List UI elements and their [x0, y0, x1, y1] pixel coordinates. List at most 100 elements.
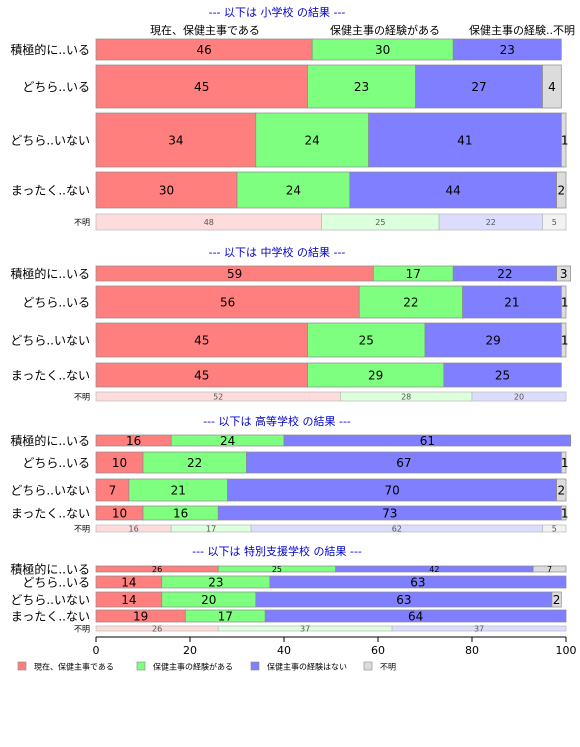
category-label: 積極的に..いる: [10, 266, 90, 281]
data-label: 48: [204, 218, 214, 227]
data-label: 16: [126, 434, 141, 448]
column-header: 保健主事の経験..不明: [469, 23, 575, 37]
data-label: 73: [382, 507, 397, 521]
data-label: 1: [561, 296, 569, 310]
bar-segment: [542, 64, 562, 109]
legend-swatch: [363, 661, 373, 671]
data-label: 22: [497, 267, 512, 281]
category-label-unknown: 不明: [74, 393, 90, 402]
bar-segment: [560, 112, 567, 168]
data-label: 24: [305, 134, 320, 148]
data-label: 64: [408, 610, 423, 624]
bar-segment: [269, 575, 567, 589]
bar-segment: [556, 478, 567, 502]
data-label: 14: [121, 576, 136, 590]
data-label: 16: [173, 507, 188, 521]
data-label: 21: [504, 296, 519, 310]
column-header: 保健主事の経験がある: [330, 23, 440, 37]
category-label: どちら..いる: [22, 456, 90, 470]
data-label: 46: [196, 43, 211, 57]
data-label: 20: [514, 393, 524, 402]
data-label: 23: [500, 43, 515, 57]
data-label: 34: [168, 134, 183, 148]
legend-label: 不明: [380, 663, 396, 672]
category-label: まったく..ない: [11, 507, 90, 521]
category-label: どちら..いない: [10, 334, 90, 348]
data-label: 7: [109, 484, 117, 498]
bar-segment: [556, 265, 572, 282]
data-label: 14: [121, 593, 136, 607]
data-label: 4: [548, 80, 556, 94]
data-label: 2: [557, 484, 565, 498]
category-label: 積極的に..いる: [10, 433, 90, 448]
data-label: 29: [486, 334, 501, 348]
data-label: 16: [129, 525, 139, 534]
data-label: 2: [557, 184, 565, 198]
data-label: 23: [354, 80, 369, 94]
data-label: 45: [194, 80, 209, 94]
bar-segment: [95, 322, 308, 358]
x-tick-label: 0: [93, 644, 100, 657]
bar-segment: [452, 38, 562, 61]
bar-segment: [255, 112, 369, 168]
bar-segment: [532, 565, 567, 573]
data-label: 17: [206, 525, 216, 534]
bar-segment: [560, 505, 567, 521]
data-label: 45: [194, 334, 209, 348]
data-label: 5: [552, 525, 557, 534]
category-label: 積極的に..いる: [10, 562, 90, 577]
category-label-unknown: 不明: [74, 218, 90, 227]
bar-segment: [349, 171, 557, 209]
data-label: 22: [187, 456, 202, 470]
bar-segment: [560, 451, 567, 474]
bar-segment: [95, 171, 238, 209]
data-label: 28: [401, 393, 411, 402]
legend-label: 保健主事の経験がある: [153, 662, 233, 672]
data-label: 30: [159, 184, 174, 198]
data-label: 17: [406, 267, 421, 281]
data-label: 42: [429, 565, 439, 574]
data-label: 25: [495, 369, 510, 383]
bar-segment: [283, 434, 572, 447]
data-label: 21: [171, 484, 186, 498]
panel-title: --- 以下は 高等学校 の結果 ---: [203, 414, 351, 428]
legend-label: 現在、保健主事である: [34, 662, 114, 672]
bar-segment: [560, 285, 567, 319]
x-tick-label: 60: [371, 644, 385, 657]
bar-segment: [264, 609, 567, 623]
data-label: 56: [220, 296, 235, 310]
panel-title: --- 以下は 中学校 の結果 ---: [209, 245, 346, 259]
data-label: 1: [561, 456, 569, 470]
category-label: まったく..ない: [11, 610, 90, 624]
data-label: 25: [375, 218, 385, 227]
category-label: まったく..ない: [11, 369, 90, 383]
data-label: 26: [152, 565, 162, 574]
category-label-unknown: 不明: [74, 525, 90, 534]
bar-segment: [471, 391, 567, 402]
data-label: 5: [552, 218, 557, 227]
data-label: 23: [208, 576, 223, 590]
bar-segment: [542, 524, 567, 533]
category-label: 積極的に..いる: [10, 42, 90, 57]
x-tick-label: 100: [556, 644, 577, 657]
bar-segment: [551, 591, 562, 608]
category-label: どちら..いる: [22, 296, 90, 310]
data-label: 63: [396, 593, 411, 607]
bar-segment: [307, 322, 426, 358]
bar-segment: [95, 362, 308, 388]
bar-segment: [556, 171, 567, 209]
data-label: 29: [368, 369, 383, 383]
data-label: 27: [471, 80, 486, 94]
bar-segment: [424, 322, 562, 358]
bar-segment: [236, 171, 351, 209]
bar-segment: [307, 362, 445, 388]
data-label: 17: [218, 610, 233, 624]
category-label: まったく..ない: [11, 184, 90, 198]
data-label: 25: [359, 334, 374, 348]
data-label: 19: [133, 610, 148, 624]
column-header: 現在、保健主事である: [150, 23, 260, 37]
data-label: 25: [272, 565, 282, 574]
data-label: 1: [561, 334, 569, 348]
x-tick-label: 80: [465, 644, 479, 657]
data-label: 44: [446, 184, 461, 198]
